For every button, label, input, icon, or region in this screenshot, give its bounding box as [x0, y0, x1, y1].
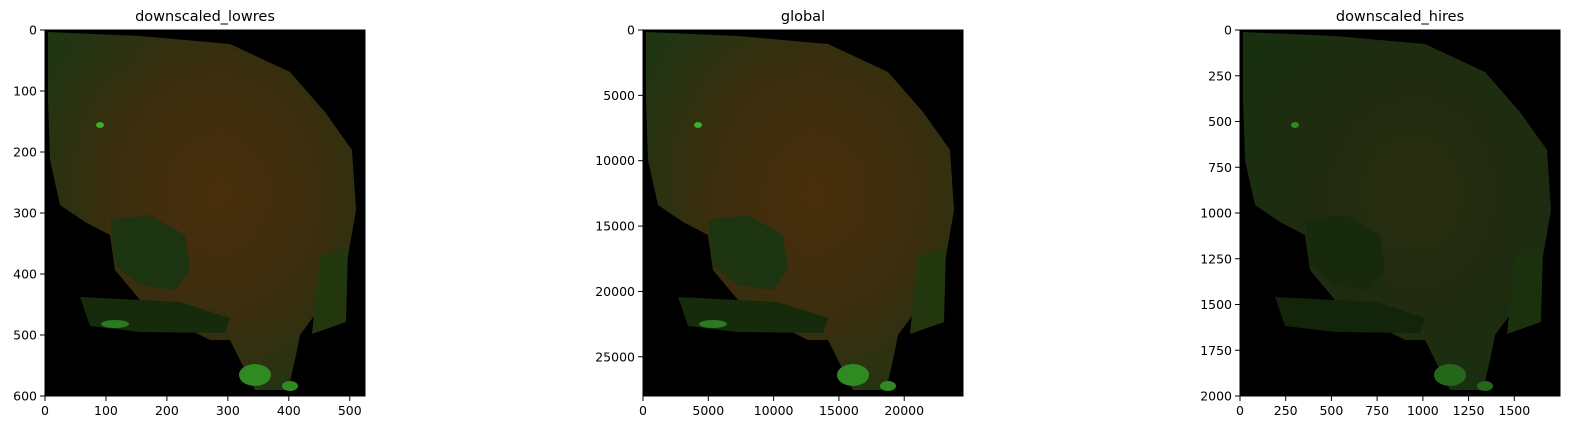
x-tick-label: 500: [1319, 403, 1343, 418]
y-tick-label: 10000: [595, 153, 635, 168]
tissue-image: [48, 32, 356, 391]
bright-spot: [1477, 381, 1493, 391]
y-axis: 0 5000 10000 15000 20000 25000: [595, 23, 643, 364]
y-tick-label: 100: [13, 84, 37, 99]
tissue-strip: [1507, 248, 1543, 334]
y-tick-label: 250: [1208, 68, 1232, 83]
x-tick-label: 0: [639, 403, 647, 418]
x-tick-label: 1000: [1407, 403, 1439, 418]
tissue-lobe: [110, 215, 190, 290]
x-tick-label: 10000: [754, 403, 794, 418]
y-tick-label: 1750: [1200, 343, 1232, 358]
bright-spot: [1291, 122, 1299, 128]
tissue-strip: [910, 248, 946, 334]
tissue-region: [646, 32, 954, 390]
tissue-bottom-band: [1275, 297, 1425, 333]
y-tick-label: 5000: [603, 88, 635, 103]
y-tick-label: 500: [1208, 114, 1232, 129]
y-tick-label: 0: [627, 23, 635, 38]
y-tick-label: 0: [29, 23, 37, 38]
bright-spot: [880, 381, 896, 391]
y-tick-label: 600: [13, 389, 37, 404]
y-tick-label: 400: [13, 267, 37, 282]
bright-spot: [694, 122, 702, 128]
y-tick-label: 300: [13, 206, 37, 221]
x-tick-label: 15000: [819, 403, 859, 418]
panel-title: downscaled_hires: [1336, 9, 1464, 25]
x-tick-label: 1500: [1498, 403, 1530, 418]
y-tick-label: 25000: [595, 349, 635, 364]
bright-spot: [282, 381, 298, 391]
y-tick-label: 200: [13, 145, 37, 160]
bright-spot: [1434, 364, 1466, 386]
y-tick-label: 2000: [1200, 389, 1232, 404]
tissue-region: [1243, 32, 1551, 390]
y-tick-label: 15000: [595, 219, 635, 234]
y-tick-label: 1000: [1200, 206, 1232, 221]
axes-frame: [642, 29, 964, 397]
y-tick-label: 20000: [595, 284, 635, 299]
y-tick-label: 750: [1208, 160, 1232, 175]
x-tick-label: 0: [1236, 403, 1244, 418]
x-axis: 0 5000 10000 15000 20000: [639, 396, 924, 418]
x-tick-label: 100: [94, 403, 118, 418]
x-tick-label: 300: [216, 403, 240, 418]
y-tick-label: 1500: [1200, 297, 1232, 312]
x-tick-label: 20000: [884, 403, 924, 418]
bright-spot: [239, 364, 271, 386]
image-area: [44, 29, 366, 397]
panel-downscaled-hires: downscaled_hires 0 250 500 750 1000 1250 1500 …: [1200, 9, 1561, 418]
bright-spot: [699, 320, 727, 328]
bright-spot: [837, 364, 869, 386]
y-axis: 0 100 200 300 400 500 600: [13, 23, 45, 404]
image-area: [1239, 29, 1561, 397]
x-tick-label: 400: [277, 403, 301, 418]
tissue-image: [646, 32, 954, 391]
x-axis: 0 100 200 300 400 500: [41, 396, 362, 418]
tissue-lobe: [1305, 215, 1385, 290]
panel-global: global 0 5000 10000 15000 20000 0 5000 10000 15…: [595, 9, 964, 418]
y-tick-label: 500: [13, 328, 37, 343]
tissue-region: [48, 32, 356, 390]
image-area: [642, 29, 964, 397]
tissue-image: [1243, 32, 1551, 391]
y-axis: 0 250 500 750 1000 1250 1500 1750 2000: [1200, 23, 1240, 404]
x-tick-label: 0: [41, 403, 49, 418]
y-tick-label: 0: [1224, 23, 1232, 38]
bright-spot: [101, 320, 129, 328]
panel-downscaled-lowres: downscaled_lowres 0 100 200 300 400 500 0 100 2…: [13, 9, 366, 418]
x-tick-label: 750: [1365, 403, 1389, 418]
x-tick-label: 500: [338, 403, 362, 418]
x-tick-label: 1250: [1453, 403, 1485, 418]
x-axis: 0 250 500 750 1000 1250 1500: [1236, 396, 1530, 418]
x-tick-label: 250: [1274, 403, 1298, 418]
bright-spot: [96, 122, 104, 128]
tissue-lobe: [708, 215, 788, 290]
x-tick-label: 200: [155, 403, 179, 418]
panel-title: downscaled_lowres: [135, 9, 275, 25]
panel-title: global: [781, 9, 825, 25]
tissue-strip: [312, 248, 348, 334]
y-tick-label: 1250: [1200, 251, 1232, 266]
x-tick-label: 5000: [692, 403, 724, 418]
